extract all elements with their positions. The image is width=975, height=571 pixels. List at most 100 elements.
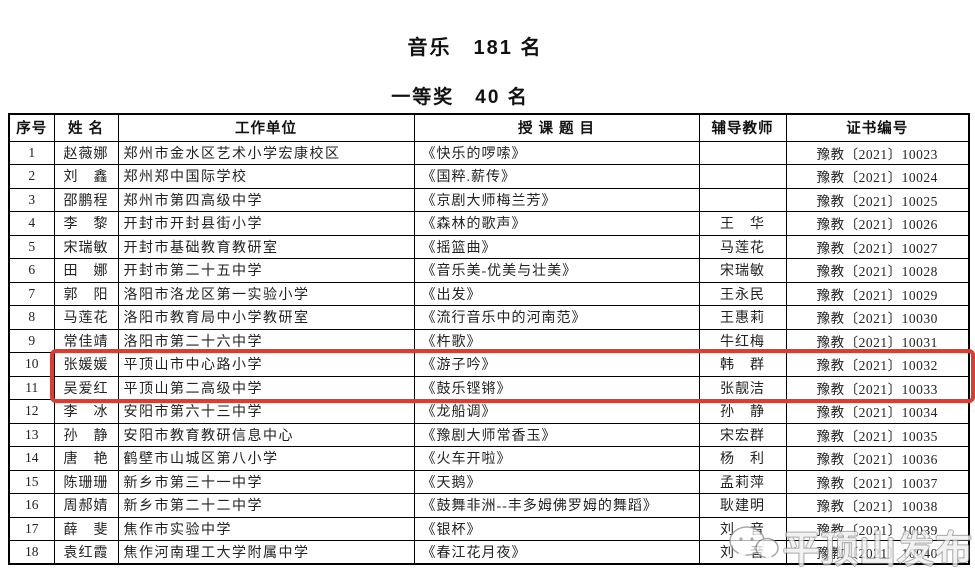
cell-certificate-no: 豫教〔2021〕10027 [785,234,970,259]
table-row: 16 周郝婧 新乡市第二十二中学 《鼓舞非洲--丰多姆佛罗姆的舞蹈》 耿建明 豫… [8,493,970,518]
cell-serial-number: 14 [8,446,55,471]
cell-serial-number: 6 [8,258,55,283]
cell-certificate-no: 豫教〔2021〕10040 [785,540,970,565]
cell-work-unit: 开封市第二十五中学 [117,258,415,283]
cell-serial-number: 4 [8,211,55,236]
cell-name: 薛 斐 [53,516,119,541]
column-header-name: 姓 名 [53,113,119,142]
cell-work-unit: 开封市基础教育教研室 [117,234,415,259]
cell-name: 张媛媛 [53,352,119,377]
column-header-teacher: 辅导教师 [698,113,787,142]
table-row: 9 常佳靖 洛阳市第二十六中学 《杵歌》 牛红梅 豫教〔2021〕10031 [8,328,970,353]
cell-serial-number: 5 [8,234,55,259]
cell-certificate-no: 豫教〔2021〕10032 [785,352,970,377]
cell-lecture-topic: 《流行音乐中的河南范》 [413,305,700,330]
cell-advisor-teacher: 马莲花 [698,234,787,259]
cell-advisor-teacher [698,187,787,212]
cell-advisor-teacher: 孟莉萍 [698,469,787,494]
cell-work-unit: 平顶山市中心路小学 [117,352,415,377]
cell-certificate-no: 豫教〔2021〕10036 [785,446,970,471]
cell-serial-number: 10 [8,352,55,377]
cell-serial-number: 15 [8,469,55,494]
cell-lecture-topic: 《豫剧大师常香玉》 [413,422,700,447]
cell-lecture-topic: 《火车开啦》 [413,446,700,471]
table-body: 1 赵薇娜 郑州市金水区艺术小学宏康校区 《快乐的啰嗦》 豫教〔2021〕100… [8,140,970,565]
cell-work-unit: 新乡市第三十一中学 [117,469,415,494]
cell-work-unit: 鹤壁市山城区第八小学 [117,446,415,471]
cell-name: 李 冰 [53,399,119,424]
cell-certificate-no: 豫教〔2021〕10030 [785,305,970,330]
cell-name: 田 娜 [53,258,119,283]
watermark: 平顶山发布 [727,519,973,571]
cell-name: 宋瑞敏 [53,234,119,259]
table-row: 3 邵鹏程 郑州市第四高级中学 《京剧大师梅兰芳》 豫教〔2021〕10025 [8,187,970,212]
table-row: 1 赵薇娜 郑州市金水区艺术小学宏康校区 《快乐的啰嗦》 豫教〔2021〕100… [8,140,970,165]
table-header: 序号 姓 名 工作单位 授 课 题 目 辅导教师 证书编号 [8,113,970,142]
table-row: 2 刘 鑫 郑州郑中国际学校 《国粹.薪传》 豫教〔2021〕10024 [8,164,970,189]
chat-bubbles-icon [727,521,781,571]
table-row: 5 宋瑞敏 开封市基础教育教研室 《摇篮曲》 马莲花 豫教〔2021〕10027 [8,234,970,259]
cell-work-unit: 洛阳市教育局中小学教研室 [117,305,415,330]
cell-name: 孙 静 [53,422,119,447]
cell-advisor-teacher: 张靓洁 [698,375,787,400]
table-row: 10 张媛媛 平顶山市中心路小学 《游子吟》 韩 群 豫教〔2021〕10032 [8,352,970,377]
cell-lecture-topic: 《京剧大师梅兰芳》 [413,187,700,212]
cell-serial-number: 11 [8,375,55,400]
cell-advisor-teacher: 宋宏群 [698,422,787,447]
cell-work-unit: 洛阳市第二十六中学 [117,328,415,353]
cell-work-unit: 洛阳市洛龙区第一实验小学 [117,281,415,306]
cell-name: 周郝婧 [53,493,119,518]
column-header-cert: 证书编号 [785,113,970,142]
cell-certificate-no: 豫教〔2021〕10024 [785,164,970,189]
cell-serial-number: 7 [8,281,55,306]
cell-certificate-no: 豫教〔2021〕10029 [785,281,970,306]
cell-serial-number: 1 [8,140,55,165]
cell-certificate-no: 豫教〔2021〕10023 [785,140,970,165]
table-row: 7 郭 阳 洛阳市洛龙区第一实验小学 《出发》 王永民 豫教〔2021〕1002… [8,281,970,306]
cell-serial-number: 9 [8,328,55,353]
cell-work-unit: 焦作河南理工大学附属中学 [117,540,415,565]
table-row: 17 薛 斐 焦作市实验中学 《银杯》 刘 音 豫教〔2021〕10039 [8,516,970,541]
cell-advisor-teacher: 宋瑞敏 [698,258,787,283]
table-row: 11 吴爱红 平顶山第二高级中学 《鼓乐铿锵》 张靓洁 豫教〔2021〕1003… [8,375,970,400]
cell-lecture-topic: 《鼓乐铿锵》 [413,375,700,400]
table-row: 8 马莲花 洛阳市教育局中小学教研室 《流行音乐中的河南范》 王惠莉 豫教〔20… [8,305,970,330]
cell-serial-number: 12 [8,399,55,424]
cell-certificate-no: 豫教〔2021〕10028 [785,258,970,283]
table-row: 14 唐 艳 鹤壁市山城区第八小学 《火车开啦》 杨 利 豫教〔2021〕100… [8,446,970,471]
cell-name: 李 黎 [53,211,119,236]
cell-name: 常佳靖 [53,328,119,353]
cell-serial-number: 17 [8,516,55,541]
table-row: 12 李 冰 安阳市第六十三中学 《龙船调》 孙 静 豫教〔2021〕10034 [8,399,970,424]
cell-lecture-topic: 《摇篮曲》 [413,234,700,259]
cell-serial-number: 8 [8,305,55,330]
cell-name: 马莲花 [53,305,119,330]
column-header-unit: 工作单位 [117,113,415,142]
cell-lecture-topic: 《鼓舞非洲--丰多姆佛罗姆的舞蹈》 [413,493,700,518]
cell-certificate-no: 豫教〔2021〕10037 [785,469,970,494]
cell-advisor-teacher [698,140,787,165]
cell-lecture-topic: 《游子吟》 [413,352,700,377]
cell-advisor-teacher: 孙 静 [698,399,787,424]
cell-lecture-topic: 《天鹅》 [413,469,700,494]
cell-work-unit: 平顶山第二高级中学 [117,375,415,400]
cell-name: 赵薇娜 [53,140,119,165]
cell-advisor-teacher: 王 华 [698,211,787,236]
cell-advisor-teacher: 王惠莉 [698,305,787,330]
cell-lecture-topic: 《杵歌》 [413,328,700,353]
cell-advisor-teacher: 耿建明 [698,493,787,518]
award-table: 序号 姓 名 工作单位 授 课 题 目 辅导教师 证书编号 1 赵薇娜 郑州市金… [8,113,970,565]
table-row: 4 李 黎 开封市开封县街小学 《森林的歌声》 王 华 豫教〔2021〕1002… [8,211,970,236]
cell-certificate-no: 豫教〔2021〕10034 [785,399,970,424]
table-row: 13 孙 静 安阳市教育教研信息中心 《豫剧大师常香玉》 宋宏群 豫教〔2021… [8,422,970,447]
cell-certificate-no: 豫教〔2021〕10039 [785,516,970,541]
cell-work-unit: 开封市开封县街小学 [117,211,415,236]
cell-advisor-teacher: 牛红梅 [698,328,787,353]
cell-work-unit: 安阳市第六十三中学 [117,399,415,424]
column-header-topic: 授 课 题 目 [413,113,700,142]
cell-certificate-no: 豫教〔2021〕10035 [785,422,970,447]
cell-work-unit: 郑州市第四高级中学 [117,187,415,212]
cell-lecture-topic: 《快乐的啰嗦》 [413,140,700,165]
cell-work-unit: 郑州郑中国际学校 [117,164,415,189]
